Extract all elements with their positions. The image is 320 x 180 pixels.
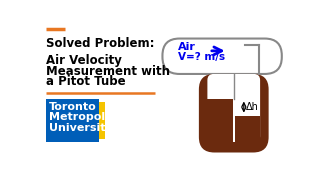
Text: Air: Air <box>178 42 196 52</box>
Bar <box>235 116 260 146</box>
Text: Solved Problem:: Solved Problem: <box>46 37 155 50</box>
Bar <box>207 99 233 146</box>
Text: Metropolitan: Metropolitan <box>49 112 130 122</box>
Bar <box>207 142 260 146</box>
FancyBboxPatch shape <box>207 74 260 143</box>
Bar <box>46 99 99 142</box>
Bar <box>88 102 105 139</box>
FancyBboxPatch shape <box>199 74 268 152</box>
Text: Toronto: Toronto <box>49 102 97 112</box>
Text: V=? m/s: V=? m/s <box>178 52 225 62</box>
Text: University: University <box>49 123 113 133</box>
Text: Measurement with: Measurement with <box>46 65 170 78</box>
Text: Δh: Δh <box>246 102 259 112</box>
FancyBboxPatch shape <box>163 39 282 74</box>
Text: a Pitot Tube: a Pitot Tube <box>46 75 126 89</box>
Text: Air Velocity: Air Velocity <box>46 54 122 67</box>
